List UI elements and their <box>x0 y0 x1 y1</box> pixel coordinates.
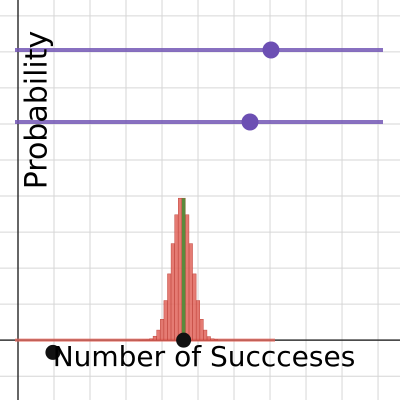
bar <box>160 319 164 341</box>
y-axis-label: Probability <box>20 31 55 190</box>
bar <box>206 336 211 341</box>
point <box>176 332 192 348</box>
bar <box>196 300 200 341</box>
x-axis-label: Number of Succceses <box>53 340 356 373</box>
slider-handle[interactable] <box>262 41 280 59</box>
bar <box>163 300 168 341</box>
bar <box>192 273 197 341</box>
bar <box>178 197 182 341</box>
bar <box>185 214 190 341</box>
marks <box>15 197 275 360</box>
bar <box>156 329 161 341</box>
sliders <box>15 41 383 131</box>
bar <box>214 339 218 341</box>
bar <box>167 273 172 341</box>
point <box>45 344 61 360</box>
bar <box>174 214 179 341</box>
bar <box>199 319 204 341</box>
bar <box>170 243 175 341</box>
bar <box>188 243 193 341</box>
slider-handle[interactable] <box>241 113 259 131</box>
bar <box>203 329 208 341</box>
